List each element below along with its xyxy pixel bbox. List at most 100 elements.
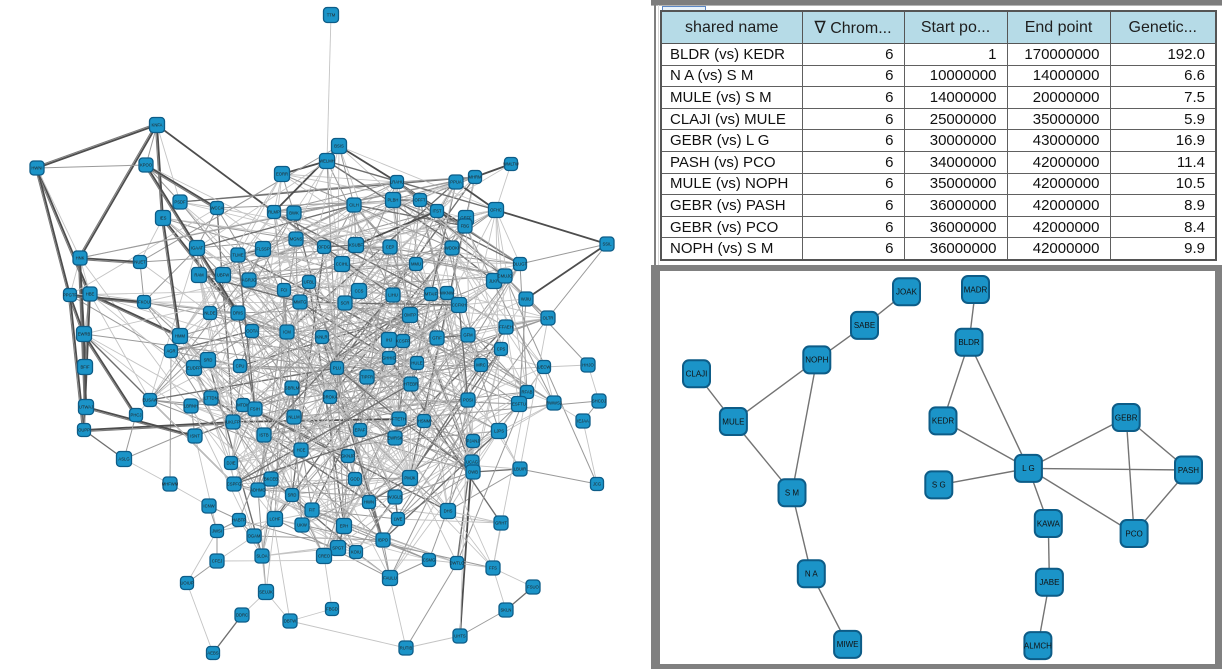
svg-text:DWTLO: DWTLO [449,560,465,565]
svg-text:EWRB: EWRB [78,331,91,336]
svg-text:RFAB: RFAB [522,389,533,394]
svg-text:SRD: SRD [288,492,297,497]
svg-text:NOPH: NOPH [805,356,828,365]
svg-text:OUPP: OUPP [78,427,90,432]
svg-text:MMTG: MMTG [294,299,307,304]
svg-text:MGNS: MGNS [290,236,303,241]
svg-text:MTAIF: MTAIF [425,291,438,296]
svg-text:LJPS: LJPS [494,428,504,433]
svg-text:CFEJ: CFEJ [212,558,222,563]
svg-text:PLBH: PLBH [388,197,399,202]
svg-text:PPGTF: PPGTF [63,292,77,297]
svg-text:S M: S M [785,489,800,498]
svg-text:ESFTU: ESFTU [512,401,526,406]
svg-text:OMTP: OMTP [404,312,416,317]
svg-text:CPU: CPU [236,363,245,368]
svg-text:SBRLM: SBRLM [285,385,300,390]
svg-text:EPAF: EPAF [355,427,366,432]
svg-text:SCR: SCR [341,300,350,305]
svg-text:DBTW: DBTW [284,618,296,623]
svg-text:CLAJI: CLAJI [686,370,708,379]
svg-text:WELMH: WELMH [319,158,335,163]
svg-text:WJGLB: WJGLB [388,494,403,499]
svg-text:UHTS: UHTS [454,633,466,638]
svg-text:RUTIB: RUTIB [400,645,413,650]
svg-text:CCIHL: CCIHL [336,261,349,266]
svg-text:ISTB: ISTB [259,432,269,437]
svg-text:HNK: HNK [76,255,85,260]
svg-text:FSIH: FSIH [250,406,260,411]
svg-text:IEJAA: IEJAA [577,418,589,423]
svg-text:ITST: ITST [432,208,442,213]
svg-text:JABE: JABE [1039,578,1059,587]
svg-text:WDOKI: WDOKI [445,245,459,250]
svg-text:EPH: EPH [340,523,349,528]
svg-text:ADHMO: ADHMO [250,487,266,492]
svg-text:OFFT: OFFT [415,197,426,202]
svg-text:HSNM: HSNM [418,418,431,423]
svg-text:CEP: CEP [386,244,395,249]
svg-text:MIWE: MIWE [837,640,859,649]
svg-text:FCI: FCI [281,287,288,292]
svg-text:MULE: MULE [722,417,744,426]
svg-text:DDRC: DDRC [236,612,248,617]
svg-text:LBRNH: LBRNH [184,403,198,408]
svg-text:OGAM: OGAM [248,533,261,538]
svg-text:CREO: CREO [318,553,331,558]
svg-text:PLU: PLU [333,365,341,370]
svg-text:WKNW: WKNW [440,290,454,295]
svg-text:WMLTW: WMLTW [503,161,519,166]
svg-text:GEFF: GEFF [460,215,472,220]
svg-text:FFAEH: FFAEH [499,324,513,329]
svg-text:HBE: HBE [86,291,95,296]
svg-text:L G: L G [1022,464,1035,473]
svg-text:SSIL: SSIL [602,241,612,246]
svg-text:MRC: MRC [476,362,486,367]
svg-text:AGRJG: AGRJG [242,277,256,282]
svg-text:TLME: TLME [232,252,243,257]
svg-text:KEDR: KEDR [932,417,954,426]
svg-text:FSUO: FSUO [527,584,539,589]
svg-text:SLOA: SLOA [256,553,267,558]
svg-text:JLKR: JLKR [489,278,499,283]
svg-text:ICM: ICM [283,329,291,334]
svg-text:OLTR: OLTR [543,315,554,320]
svg-text:PASH: PASH [1178,466,1199,475]
svg-text:RLMP: RLMP [268,209,280,214]
svg-text:JOAK: JOAK [896,288,918,297]
svg-text:CMUJO: CMUJO [498,273,514,278]
svg-text:IGAAT: IGAAT [191,245,204,250]
svg-text:GEBR: GEBR [1115,413,1138,422]
svg-text:BSIS: BSIS [334,143,344,148]
svg-text:IES: IES [160,215,167,220]
svg-text:NLLM: NLLM [288,414,300,419]
svg-text:JWSI: JWSI [212,528,222,533]
svg-text:GFM: GFM [463,332,473,337]
svg-text:UOIUP: UOIUP [180,580,193,585]
svg-text:KCSFP: KCSFP [396,338,410,343]
svg-text:CSPFG: CSPFG [227,481,241,486]
svg-text:MADR: MADR [964,285,988,294]
svg-text:HWNI: HWNI [31,165,42,170]
svg-text:ISNT: ISNT [190,433,200,438]
svg-text:ALMCH: ALMCH [1024,641,1052,650]
svg-text:LRAHU: LRAHU [390,179,404,184]
svg-text:TIPFR: TIPFR [361,374,373,379]
svg-text:ASLG: ASLG [118,456,129,461]
svg-text:LBUIR: LBUIR [514,466,526,471]
svg-text:S G: S G [932,481,946,490]
svg-text:BLDR: BLDR [958,338,980,347]
svg-text:HULE: HULE [411,360,422,365]
svg-text:LCHF: LCHF [270,516,281,521]
svg-text:OOTA: OOTA [246,328,258,333]
svg-text:SEUJK: SEUJK [259,589,273,594]
svg-text:FFS: FFS [489,565,497,570]
svg-text:FBGD: FBGD [326,606,338,611]
svg-text:PHCJ: PHCJ [131,412,142,417]
svg-text:GTIF: GTIF [432,335,442,340]
svg-text:FBG: FBG [461,223,470,228]
svg-text:UKLFP: UKLFP [226,419,240,424]
svg-text:SKLN: SKLN [501,607,512,612]
svg-text:CILH: CILH [349,202,359,207]
svg-text:PJANJ: PJANJ [467,438,480,443]
